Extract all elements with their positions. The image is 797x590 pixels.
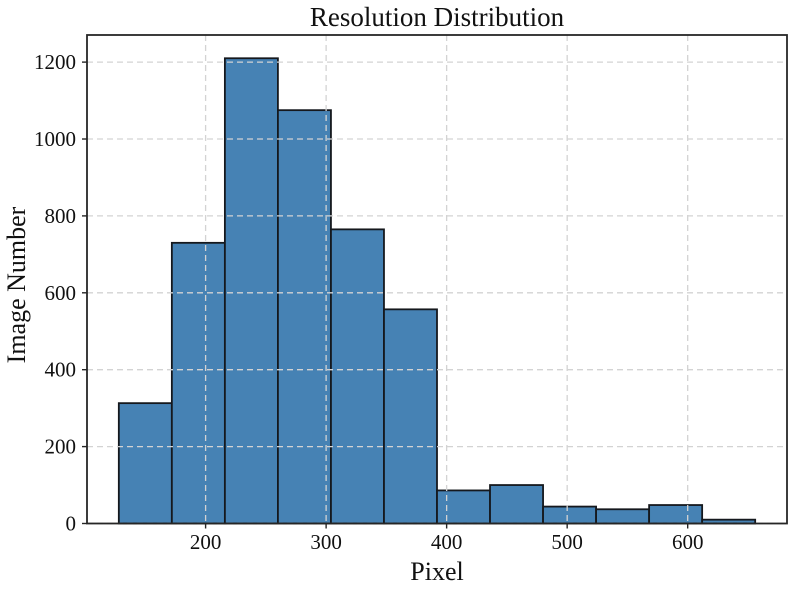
- tick-label-layer: 200 300 400 500 600 0 200 400 600 800 1000 1200: [34, 50, 703, 554]
- histogram-bar: [170, 241, 226, 525]
- histogram-bar: [117, 402, 173, 525]
- y-axis-label: Image Number: [2, 206, 31, 363]
- histogram-bar: [383, 308, 438, 525]
- y-tick-label: 1200: [34, 50, 76, 74]
- histogram-bar: [223, 57, 279, 525]
- bars-layer: [117, 57, 757, 525]
- chart-title: Resolution Distribution: [310, 2, 565, 32]
- y-tick-label: 0: [66, 512, 77, 536]
- y-tick-label: 800: [45, 204, 77, 228]
- x-tick-label: 300: [310, 530, 342, 554]
- histogram-bar: [436, 489, 491, 525]
- histogram-bar: [489, 484, 544, 525]
- histogram-bar: [648, 504, 704, 525]
- plot-area-border: [86, 34, 788, 525]
- x-axis-label: Pixel: [410, 557, 463, 586]
- histogram-bar: [330, 228, 385, 525]
- x-tick-label: 200: [190, 530, 222, 554]
- histogram-bar: [542, 505, 597, 525]
- y-tick-label: 600: [45, 281, 77, 305]
- y-tick-label: 1000: [34, 127, 76, 151]
- x-tick-label: 500: [551, 530, 583, 554]
- x-tick-label: 400: [431, 530, 463, 554]
- histogram-bar: [595, 508, 651, 525]
- y-tick-label: 400: [45, 358, 77, 382]
- x-tick-label: 600: [672, 530, 704, 554]
- tick-layer: [82, 61, 689, 529]
- y-tick-label: 200: [45, 435, 77, 459]
- histogram-bar: [277, 109, 332, 525]
